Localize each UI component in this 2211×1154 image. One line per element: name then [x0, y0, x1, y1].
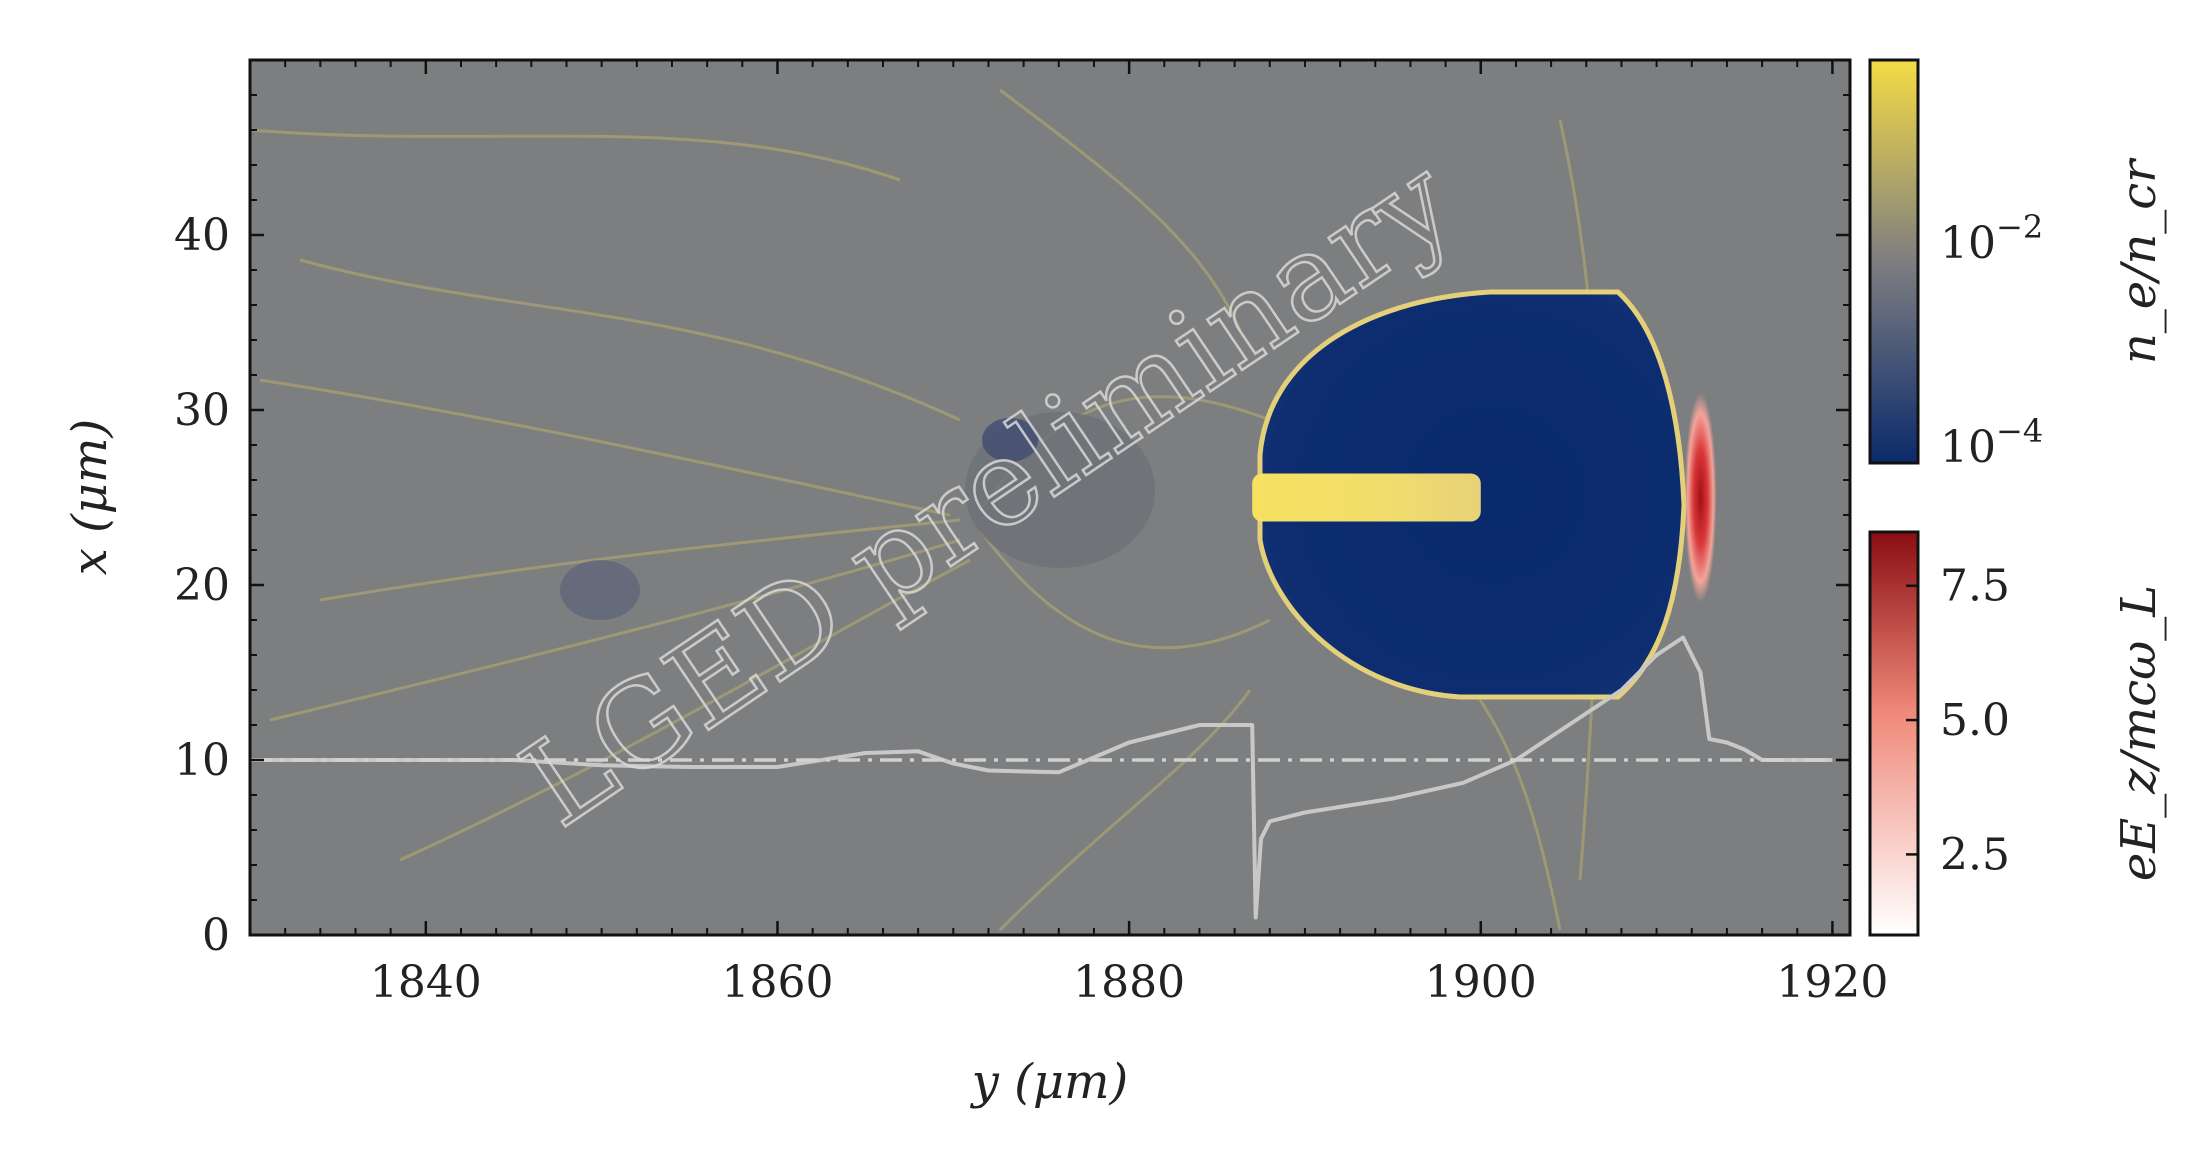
- field-colorbar-tick: 5.0: [1940, 695, 2010, 746]
- laser-pulse: [1684, 392, 1717, 603]
- field-colorbar-label: eE_z/mcω_L: [2111, 585, 2167, 881]
- dark-patch: [982, 418, 1038, 462]
- plot-frame: [248, 58, 1852, 937]
- x-tick-label: 1860: [721, 957, 833, 1008]
- density-colorbar-tick: 10−2: [1940, 208, 2043, 269]
- x-axis-title: y (μm): [970, 1054, 1129, 1110]
- x-tick-label: 1880: [1073, 957, 1185, 1008]
- density-colorbar: 10−2 10−4 n_e/n_cr: [1868, 58, 2167, 473]
- electron-beam: [1252, 473, 1481, 522]
- plot-area: LGED preliminary: [250, 60, 1850, 935]
- series-layer: [250, 635, 1833, 920]
- y-tick-label: 10: [174, 735, 230, 786]
- field-colorbar-tick: 2.5: [1940, 829, 2010, 880]
- density-colorbar-gradient: [1868, 58, 1920, 465]
- field-colorbar-ticks: 7.5 5.0 2.5: [1906, 561, 2010, 880]
- x-tick-label: 1920: [1776, 957, 1888, 1008]
- y-tick-label: 0: [202, 910, 230, 961]
- series-line-1: [250, 635, 1833, 920]
- dark-patch: [560, 560, 640, 620]
- field-colorbar: 7.5 5.0 2.5 eE_z/mcω_L: [1868, 530, 2167, 937]
- density-colorbar-tick: 10−4: [1940, 412, 2043, 473]
- y-tick-label: 40: [174, 210, 230, 261]
- x-tick-label: 1840: [370, 957, 482, 1008]
- x-tick-label: 1900: [1425, 957, 1537, 1008]
- y-axis-title: x (μm): [62, 419, 118, 576]
- y-tick-label: 30: [174, 385, 230, 436]
- density-colorbar-label: n_e/n_cr: [2111, 157, 2167, 364]
- y-axis: 0 10 20 30 40: [174, 94, 1850, 961]
- field-colorbar-tick: 7.5: [1940, 561, 2010, 612]
- x-axis: 1840 1860 1880 1900 1920: [249, 60, 1888, 1008]
- y-tick-label: 20: [174, 560, 230, 611]
- field-colorbar-gradient: [1868, 530, 1920, 937]
